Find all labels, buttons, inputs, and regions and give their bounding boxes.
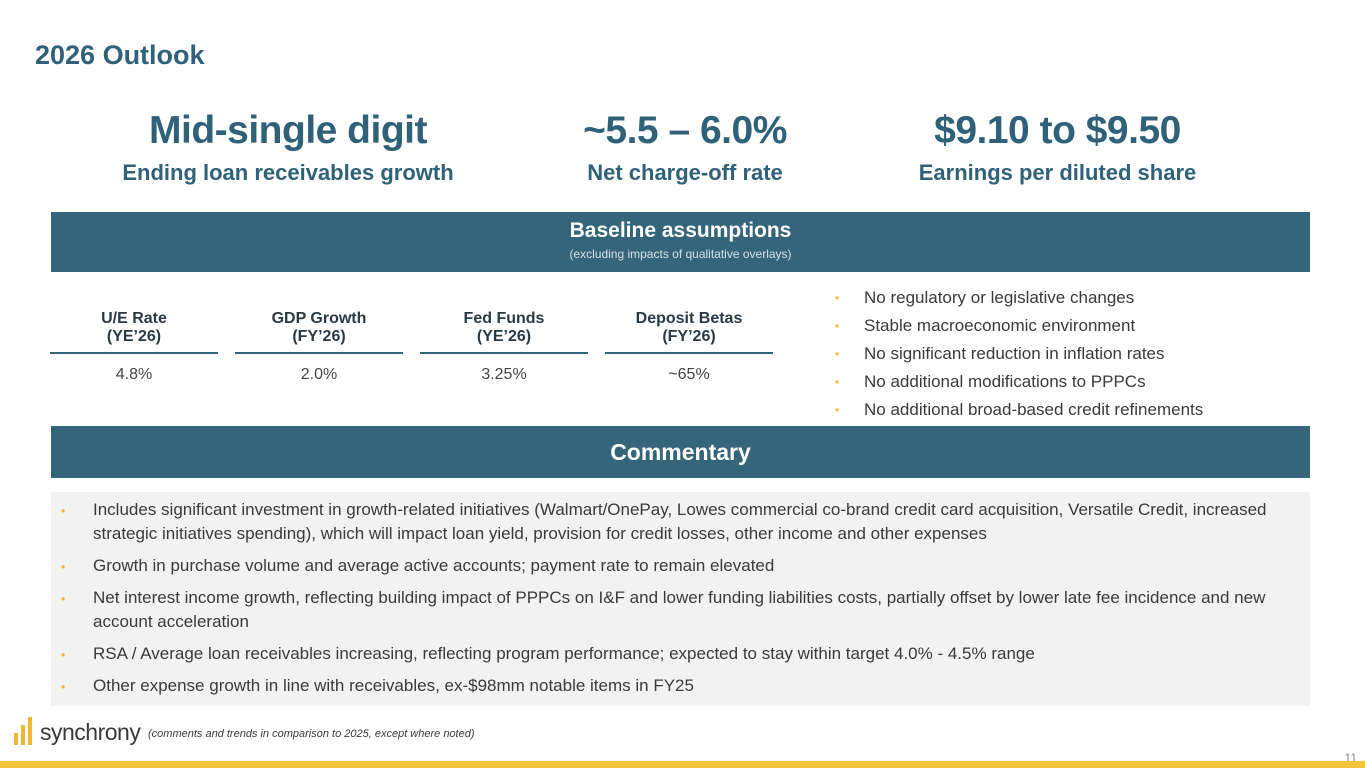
logo-text: synchrony bbox=[40, 718, 141, 745]
commentary-list: • Includes significant investment in grow… bbox=[51, 492, 1310, 698]
kpi-label: Net charge-off rate bbox=[587, 160, 783, 185]
metric-label: Fed Funds bbox=[463, 310, 545, 327]
assumption-text: No additional modifications to PPPCs bbox=[864, 372, 1146, 391]
kpi-loan-growth: Mid-single digit Ending loan receivables… bbox=[88, 106, 488, 188]
list-item: • No additional modifications to PPPCs bbox=[835, 368, 1203, 396]
list-item: • Growth in purchase volume and average a… bbox=[61, 554, 1280, 578]
list-item: • Net interest income growth, reflecting … bbox=[61, 586, 1280, 634]
logo-bars-icon bbox=[14, 717, 36, 747]
list-item: • Includes significant investment in grow… bbox=[61, 498, 1280, 546]
metric-header: GDP Growth (FY’26) bbox=[235, 310, 403, 354]
kpi-label: Ending loan receivables growth bbox=[122, 160, 454, 185]
assumption-text: Stable macroeconomic environment bbox=[864, 316, 1136, 335]
metric-deposit-betas: Deposit Betas (FY’26) ~65% bbox=[605, 310, 773, 384]
metric-header: U/E Rate (YE’26) bbox=[50, 310, 218, 354]
commentary-text: RSA / Average loan receivables increasin… bbox=[93, 644, 1035, 663]
metric-gdp-growth: GDP Growth (FY’26) 2.0% bbox=[235, 310, 403, 384]
metric-label: Deposit Betas bbox=[635, 310, 743, 327]
commentary-text: Other expense growth in line with receiv… bbox=[93, 676, 694, 695]
metric-label: GDP Growth bbox=[271, 310, 367, 327]
metric-period: (FY’26) bbox=[292, 328, 346, 345]
metric-period: (YE’26) bbox=[476, 328, 532, 345]
metric-header: Fed Funds (YE’26) bbox=[420, 310, 588, 354]
kpi-value: ~5.5 – 6.0% bbox=[583, 109, 787, 152]
baseline-title: Baseline assumptions bbox=[569, 219, 792, 242]
assumption-text: No regulatory or legislative changes bbox=[864, 288, 1135, 307]
commentary-text: Includes significant investment in growt… bbox=[93, 500, 1267, 543]
assumption-list: • No regulatory or legislative changes • S… bbox=[835, 284, 1203, 424]
list-item: • RSA / Average loan receivables increasi… bbox=[61, 642, 1280, 666]
baseline-header: Baseline assumptions (excluding impacts … bbox=[51, 212, 1310, 272]
metric-ue-rate: U/E Rate (YE’26) 4.8% bbox=[50, 310, 218, 384]
metric-period: (YE’26) bbox=[106, 328, 162, 345]
bullet-icon: • bbox=[61, 648, 66, 662]
metric-value: 4.8% bbox=[115, 366, 153, 383]
kpi-net-charge-off: ~5.5 – 6.0% Net charge-off rate bbox=[540, 106, 830, 188]
metric-header: Deposit Betas (FY’26) bbox=[605, 310, 773, 354]
kpi-value: $9.10 to $9.50 bbox=[934, 109, 1181, 152]
baseline-subtitle: (excluding impacts of qualitative overla… bbox=[569, 247, 792, 261]
bullet-icon: • bbox=[61, 560, 66, 574]
list-item: • No regulatory or legislative changes bbox=[835, 284, 1203, 312]
assumption-text: No significant reduction in inflation ra… bbox=[864, 344, 1165, 363]
synchrony-logo: synchrony bbox=[14, 717, 141, 747]
list-item: • No significant reduction in inflation r… bbox=[835, 340, 1203, 368]
metric-period: (FY’26) bbox=[662, 328, 716, 345]
commentary-title: Commentary bbox=[610, 439, 751, 465]
metric-value: ~65% bbox=[668, 366, 710, 383]
bullet-icon: • bbox=[835, 375, 840, 389]
kpi-value: Mid-single digit bbox=[149, 109, 427, 152]
bullet-icon: • bbox=[835, 403, 840, 417]
list-item: • Other expense growth in line with recei… bbox=[61, 674, 1280, 698]
footnote: (comments and trends in comparison to 20… bbox=[148, 728, 475, 740]
list-item: • No additional broad-based credit refine… bbox=[835, 396, 1203, 424]
assumption-text: No additional broad-based credit refinem… bbox=[864, 400, 1204, 419]
commentary-text: Growth in purchase volume and average ac… bbox=[93, 556, 775, 575]
bottom-accent-bar bbox=[0, 761, 1365, 768]
metric-fed-funds: Fed Funds (YE’26) 3.25% bbox=[420, 310, 588, 384]
bullet-icon: • bbox=[61, 504, 66, 518]
commentary-panel: • Includes significant investment in grow… bbox=[51, 492, 1310, 706]
metric-label: U/E Rate bbox=[101, 310, 167, 327]
commentary-header: Commentary bbox=[51, 426, 1310, 478]
commentary-text: Net interest income growth, reflecting b… bbox=[93, 588, 1266, 631]
page-title: 2026 Outlook bbox=[35, 40, 205, 70]
bullet-icon: • bbox=[835, 347, 840, 361]
bullet-icon: • bbox=[835, 291, 840, 305]
metric-value: 3.25% bbox=[481, 366, 527, 383]
kpi-eps: $9.10 to $9.50 Earnings per diluted shar… bbox=[880, 106, 1235, 188]
list-item: • Stable macroeconomic environment bbox=[835, 312, 1203, 340]
kpi-label: Earnings per diluted share bbox=[918, 160, 1197, 185]
bullet-icon: • bbox=[61, 680, 66, 694]
metric-value: 2.0% bbox=[300, 366, 338, 383]
bullet-icon: • bbox=[835, 319, 840, 333]
bullet-icon: • bbox=[61, 592, 66, 606]
